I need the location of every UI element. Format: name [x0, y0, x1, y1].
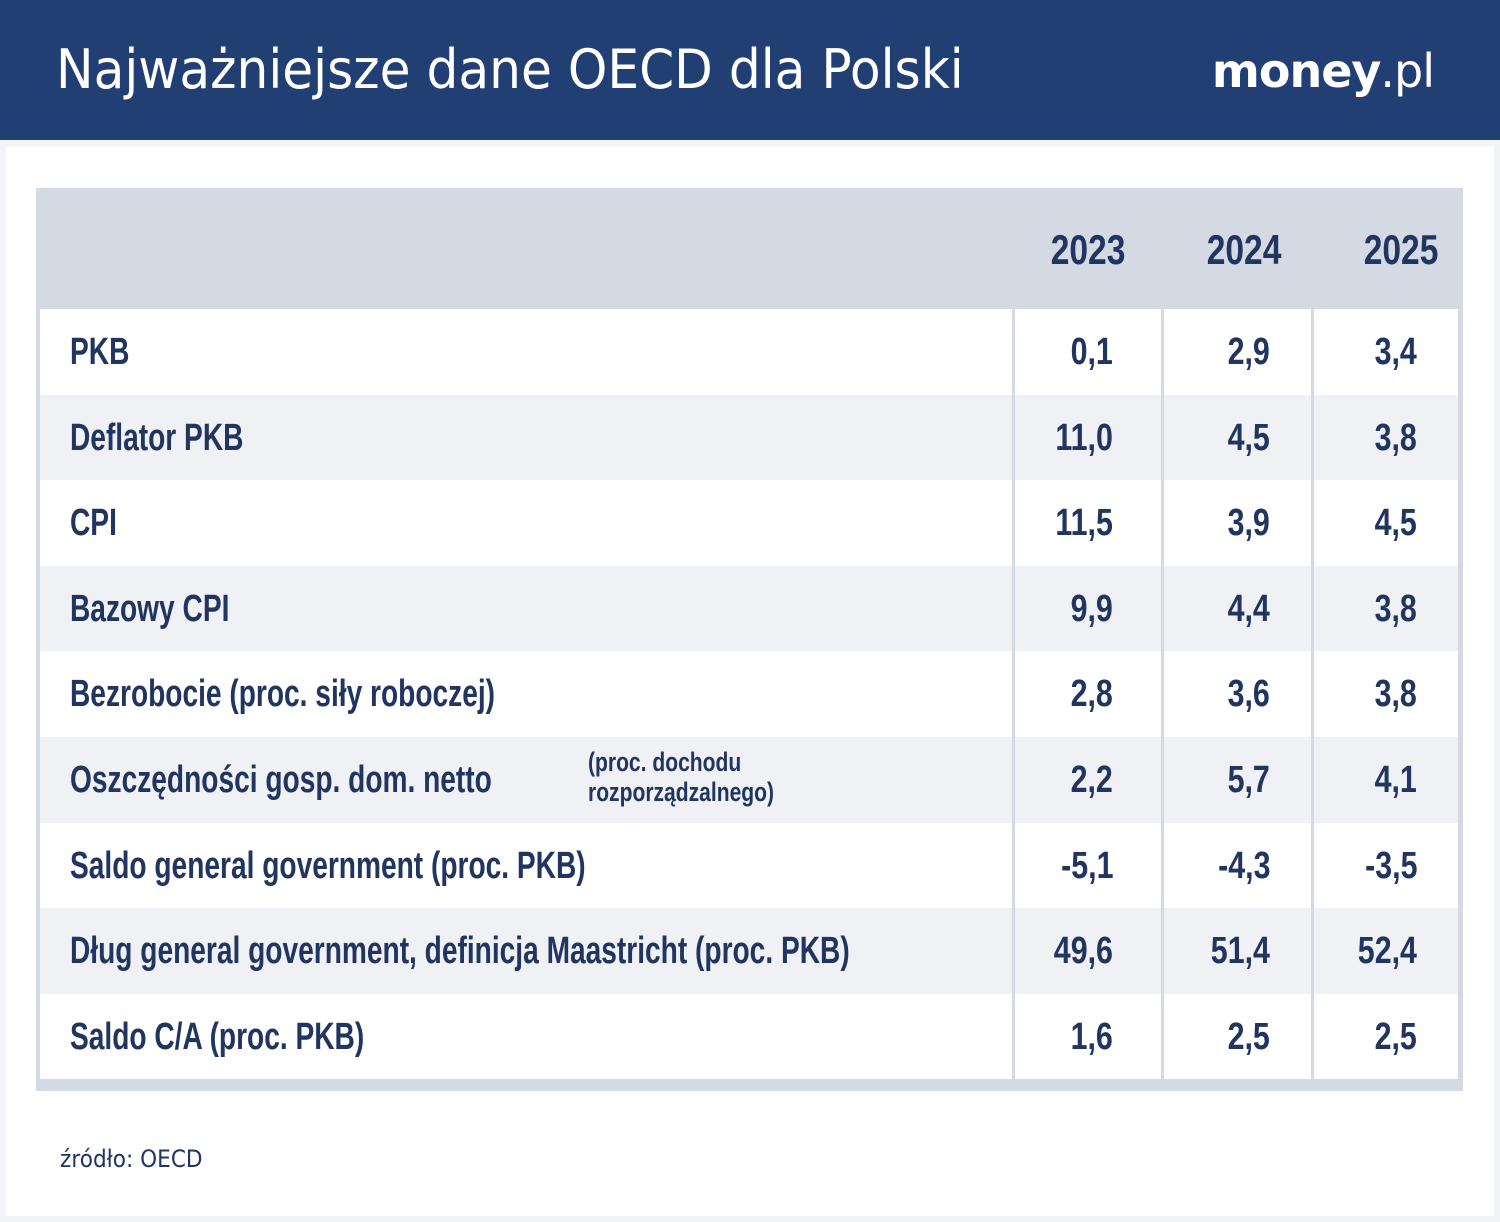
note-line: rozporządzalnego)	[588, 776, 775, 807]
row-label: Deflator PKB	[70, 416, 244, 459]
cell-value-2025: -3,5	[1364, 844, 1417, 887]
source-note: źródło: OECD	[60, 1145, 203, 1173]
table-row: Dług general government, definicja Maast…	[40, 908, 1458, 994]
cell-value-2025: 3,8	[1374, 587, 1417, 630]
cell-value-2025: 4,1	[1374, 758, 1417, 801]
row-label: Dług general government, definicja Maast…	[70, 930, 850, 973]
cell-value-2025: 2,5	[1374, 1015, 1417, 1058]
cell-value-2024: 4,4	[1227, 587, 1270, 630]
data-table: 2023 2024 2025 PKB 0,1 2,9 3,4 Deflator PKB 1…	[36, 188, 1463, 1091]
cell-value-2024: 5,7	[1227, 758, 1270, 801]
table-body: PKB 0,1 2,9 3,4 Deflator PKB 11,0 4,5 3,8 CPI 11,…	[40, 309, 1458, 1080]
cell-value-2024: 3,9	[1227, 502, 1270, 545]
cell-value-2023: 11,5	[1055, 502, 1114, 545]
row-label: CPI	[70, 502, 117, 545]
table-row: Saldo C/A (proc. PKB) 1,6 2,5 2,5	[40, 993, 1458, 1080]
column-header-2025: 2025	[1363, 226, 1438, 273]
cell-value-2025: 4,5	[1374, 502, 1417, 545]
table-row: Bezrobocie (proc. siły roboczej) 2,8 3,6 3,…	[40, 651, 1458, 737]
cell-value-2024: 2,9	[1227, 331, 1270, 373]
cell-value-2024: 3,6	[1227, 673, 1270, 716]
note-line: (proc. dochodu	[588, 746, 742, 777]
column-header-2023: 2023	[1050, 226, 1125, 273]
cell-value-2024: 51,4	[1210, 930, 1270, 973]
table-row: CPI 11,5 3,9 4,5	[40, 480, 1458, 566]
cell-value-2023: -5,1	[1060, 844, 1113, 887]
cell-value-2025: 3,4	[1374, 331, 1417, 373]
cell-value-2023: 2,8	[1070, 673, 1113, 716]
row-label: Saldo general government (proc. PKB)	[70, 844, 586, 887]
table-header: 2023 2024 2025	[36, 188, 1463, 308]
logo-main: money	[1211, 44, 1381, 98]
row-label: Bezrobocie (proc. siły roboczej)	[70, 673, 496, 716]
cell-value-2023: 9,9	[1070, 587, 1113, 630]
logo-suffix: .pl	[1380, 44, 1435, 98]
cell-value-2023: 1,6	[1070, 1015, 1113, 1058]
cell-value-2025: 3,8	[1374, 673, 1417, 716]
table-row: Bazowy CPI 9,9 4,4 3,8	[40, 565, 1458, 652]
table-row: Oszczędności gosp. dom. netto (proc. doch…	[40, 736, 1458, 823]
column-divider	[1311, 309, 1314, 1087]
cell-value-2025: 3,8	[1374, 416, 1417, 459]
table-row: PKB 0,1 2,9 3,4	[40, 309, 1458, 395]
cell-value-2024: 4,5	[1227, 416, 1270, 459]
money-pl-logo: money.pl	[1211, 44, 1435, 98]
row-label: Oszczędności gosp. dom. netto	[70, 758, 492, 801]
column-header-2024: 2024	[1206, 226, 1281, 273]
cell-value-2024: 2,5	[1227, 1015, 1270, 1058]
table-row: Saldo general government (proc. PKB) -5,1…	[40, 822, 1458, 909]
header-banner: Najważniejsze dane OECD dla Polski money…	[0, 0, 1500, 140]
page-title: Najważniejsze dane OECD dla Polski	[56, 38, 964, 101]
row-label: Saldo C/A (proc. PKB)	[70, 1015, 365, 1058]
cell-value-2023: 11,0	[1055, 416, 1114, 459]
column-divider	[1012, 309, 1015, 1087]
cell-value-2023: 0,1	[1070, 331, 1113, 373]
row-label-note: (proc. dochodu rozporządzalnego)	[588, 747, 774, 807]
cell-value-2023: 2,2	[1070, 758, 1113, 801]
cell-value-2023: 49,6	[1053, 930, 1113, 973]
cell-value-2024: -4,3	[1217, 844, 1270, 887]
cell-value-2025: 52,4	[1357, 930, 1417, 973]
column-divider	[1161, 309, 1164, 1087]
table-row: Deflator PKB 11,0 4,5 3,8	[40, 394, 1458, 481]
row-label: PKB	[70, 331, 130, 373]
row-label: Bazowy CPI	[70, 587, 230, 630]
